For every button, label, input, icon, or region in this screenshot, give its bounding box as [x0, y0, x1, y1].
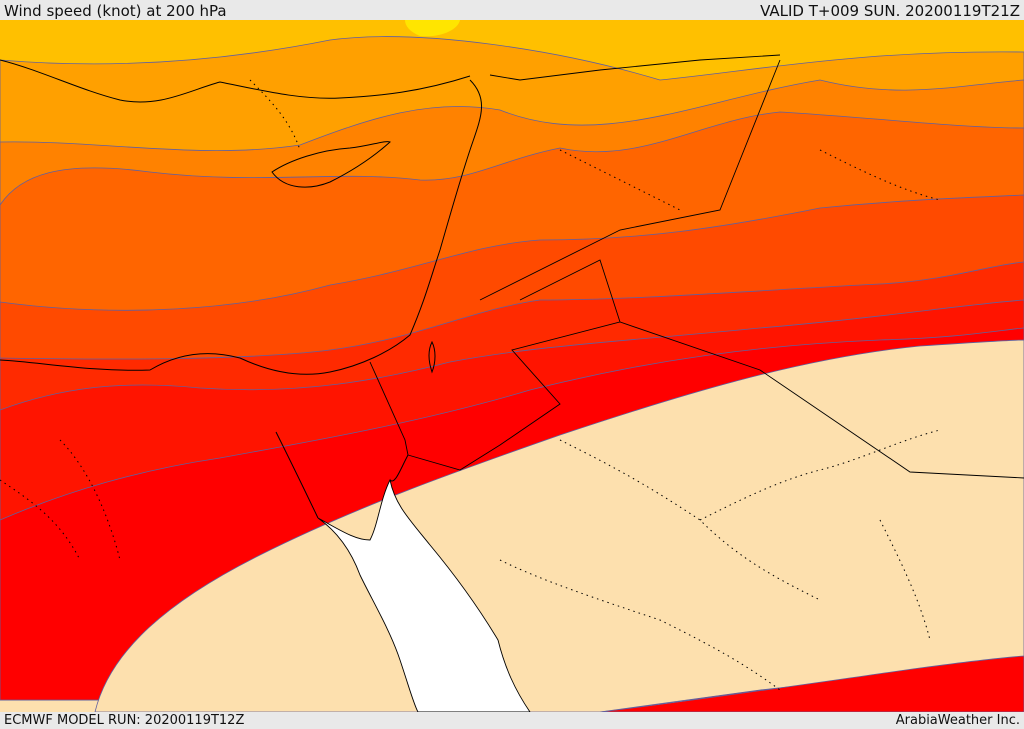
- wind-band-slow-core: [405, 20, 460, 37]
- wind-band-fast-south: [599, 655, 1024, 712]
- coastline-med: [0, 79, 483, 375]
- valid-time: VALID T+009 SUN. 20200119T21Z: [760, 2, 1020, 20]
- footer-bar: ECMWF MODEL RUN: 20200119T12Z ArabiaWeat…: [0, 712, 1024, 729]
- border-lines: [369, 54, 1024, 479]
- red-sea: [317, 478, 531, 712]
- gulf-of-suez: [275, 431, 319, 519]
- model-run: ECMWF MODEL RUN: 20200119T12Z: [4, 713, 245, 728]
- map-title: Wind speed (knot) at 200 hPa: [4, 2, 227, 20]
- brand-credit: ArabiaWeather Inc.: [895, 713, 1020, 728]
- dotted-boundaries: [0, 79, 941, 691]
- wind-map: [0, 20, 1024, 712]
- cyprus: [271, 141, 391, 188]
- header-bar: Wind speed (knot) at 200 hPa VALID T+009…: [0, 0, 1024, 20]
- coastline-turkey: [0, 59, 471, 103]
- gulf-of-aqaba: [389, 454, 409, 482]
- dead-sea: [428, 340, 436, 374]
